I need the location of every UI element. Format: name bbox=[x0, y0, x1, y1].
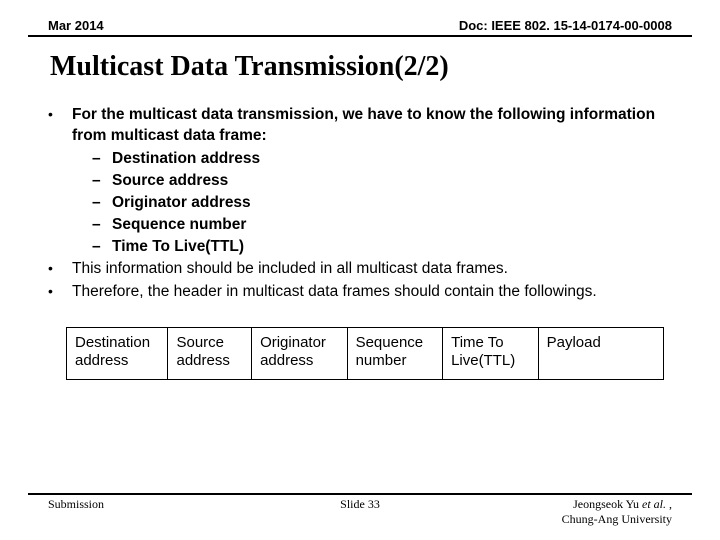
frame-structure-table: Destination address Source address Origi… bbox=[66, 327, 664, 380]
footer-author-name: Jeongseok Yu bbox=[573, 497, 642, 511]
sub-bullet-item: Time To Live(TTL) bbox=[72, 237, 676, 258]
footer-affiliation: Chung-Ang University bbox=[562, 512, 672, 526]
sub-bullet-item: Destination address bbox=[72, 149, 676, 170]
sub-bullet-item: Sequence number bbox=[72, 215, 676, 236]
footer-etal: et al. bbox=[642, 497, 666, 511]
bullet-item: This information should be included in a… bbox=[44, 259, 676, 280]
table-row: Destination address Source address Origi… bbox=[67, 328, 664, 380]
footer-left: Submission bbox=[48, 497, 104, 512]
table-cell: Source address bbox=[168, 328, 252, 380]
sub-bullet-list: Destination address Source address Origi… bbox=[72, 149, 676, 258]
bullet-item: Therefore, the header in multicast data … bbox=[44, 282, 676, 303]
table-cell: Payload bbox=[538, 328, 663, 380]
bullet-item: For the multicast data transmission, we … bbox=[44, 105, 676, 257]
footer-bar: Submission Slide 33 Jeongseok Yu et al. … bbox=[28, 493, 692, 526]
bullet-list: For the multicast data transmission, we … bbox=[44, 105, 676, 303]
table-cell: Destination address bbox=[67, 328, 168, 380]
footer-author: Jeongseok Yu et al. , Chung-Ang Universi… bbox=[562, 497, 672, 526]
footer-comma: , bbox=[666, 497, 672, 511]
table-cell: Sequence number bbox=[347, 328, 443, 380]
sub-bullet-item: Source address bbox=[72, 171, 676, 192]
table-cell: Originator address bbox=[252, 328, 348, 380]
header-date: Mar 2014 bbox=[48, 18, 104, 33]
footer-slide-number: Slide 33 bbox=[340, 497, 380, 512]
bullet-text: For the multicast data transmission, we … bbox=[72, 106, 655, 144]
header-bar: Mar 2014 Doc: IEEE 802. 15-14-0174-00-00… bbox=[28, 18, 692, 37]
content-area: For the multicast data transmission, we … bbox=[44, 105, 676, 380]
sub-bullet-item: Originator address bbox=[72, 193, 676, 214]
header-doc-id: Doc: IEEE 802. 15-14-0174-00-0008 bbox=[459, 18, 672, 33]
table-cell: Time To Live(TTL) bbox=[443, 328, 539, 380]
slide-title: Multicast Data Transmission(2/2) bbox=[50, 51, 692, 83]
